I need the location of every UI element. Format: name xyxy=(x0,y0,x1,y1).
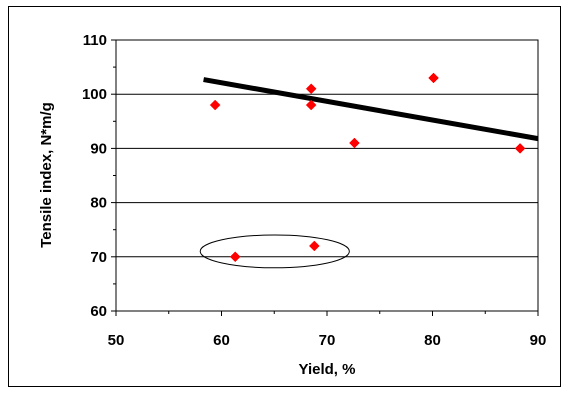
y-tick-label: 110 xyxy=(83,32,107,49)
x-tick-label: 90 xyxy=(530,332,547,349)
data-point xyxy=(308,240,320,252)
data-point xyxy=(514,143,526,154)
plot-area xyxy=(115,39,539,312)
x-tick-label: 60 xyxy=(213,332,230,349)
data-point xyxy=(229,251,241,263)
x-axis-label: Yield, % xyxy=(299,361,356,378)
data-point xyxy=(428,72,439,84)
y-tick-label: 70 xyxy=(90,249,107,266)
x-tick-label: 50 xyxy=(108,332,125,349)
data-point xyxy=(305,83,317,95)
data-point xyxy=(305,99,317,111)
y-axis-label: Tensile index, N*m/g xyxy=(38,102,55,248)
y-tick-label: 100 xyxy=(82,86,107,103)
gridlines xyxy=(116,93,538,258)
x-tick-label: 70 xyxy=(319,332,336,349)
x-axis-ticks: 50 60 70 80 90 xyxy=(108,311,547,349)
data-point xyxy=(349,137,360,149)
data-points xyxy=(209,72,526,263)
annotations xyxy=(199,234,350,269)
data-point xyxy=(209,99,221,111)
x-tick-label: 80 xyxy=(424,332,441,349)
y-tick-label: 60 xyxy=(90,303,107,320)
trendline xyxy=(203,77,539,142)
y-tick-label: 90 xyxy=(90,140,107,157)
trendline-group xyxy=(203,77,539,142)
annotation-ellipse xyxy=(199,234,350,269)
y-tick-label: 80 xyxy=(90,195,107,212)
y-axis-ticks: 60 70 80 90 100 110 xyxy=(82,32,116,320)
